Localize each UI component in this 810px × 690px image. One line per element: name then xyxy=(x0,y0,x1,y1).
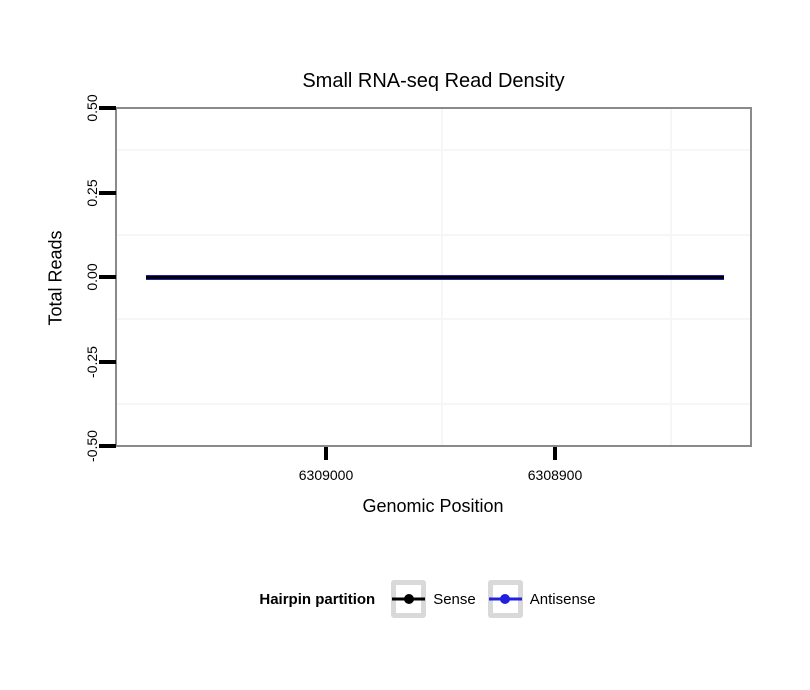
y-axis-title: Total Reads xyxy=(45,230,66,326)
x-tick-label: 6308900 xyxy=(527,467,583,483)
y-tick-label: -0.50 xyxy=(84,430,100,462)
y-tick-mark xyxy=(99,191,116,195)
y-tick-label: 0.25 xyxy=(84,179,100,207)
sense-series-line xyxy=(146,276,724,279)
chart-title: Small RNA-seq Read Density xyxy=(302,70,565,92)
y-tick-mark xyxy=(99,106,116,110)
legend-label-antisense: Antisense xyxy=(529,590,596,608)
sense-key-dot xyxy=(403,594,414,604)
y-tick-mark xyxy=(99,275,116,279)
legend: Hairpin partition Sense Antisense xyxy=(116,578,751,620)
legend-item-antisense: Antisense xyxy=(487,580,596,618)
x-tick-label: 6309000 xyxy=(298,467,354,483)
x-axis-title: Genomic Position xyxy=(362,496,504,516)
antisense-key-icon xyxy=(487,580,523,618)
y-tick-label: 0.00 xyxy=(84,263,100,291)
legend-item-sense: Sense xyxy=(391,580,476,618)
minor-gridline-h xyxy=(117,403,750,405)
minor-gridline-h xyxy=(117,318,750,320)
minor-gridline-h xyxy=(117,149,750,151)
y-tick-label: 0.50 xyxy=(84,94,100,122)
antisense-key-dot xyxy=(500,594,511,604)
x-tick-mark xyxy=(553,447,557,460)
minor-gridline-h xyxy=(117,234,750,236)
y-tick-mark xyxy=(99,360,116,364)
sense-key-icon xyxy=(391,580,427,618)
x-tick-mark xyxy=(324,447,328,460)
legend-title: Hairpin partition xyxy=(259,590,376,608)
legend-label-sense: Sense xyxy=(433,590,476,608)
plot-panel xyxy=(115,107,752,447)
y-tick-mark xyxy=(99,444,116,448)
antisense-series-line xyxy=(146,275,724,280)
y-tick-label: -0.25 xyxy=(84,346,100,378)
